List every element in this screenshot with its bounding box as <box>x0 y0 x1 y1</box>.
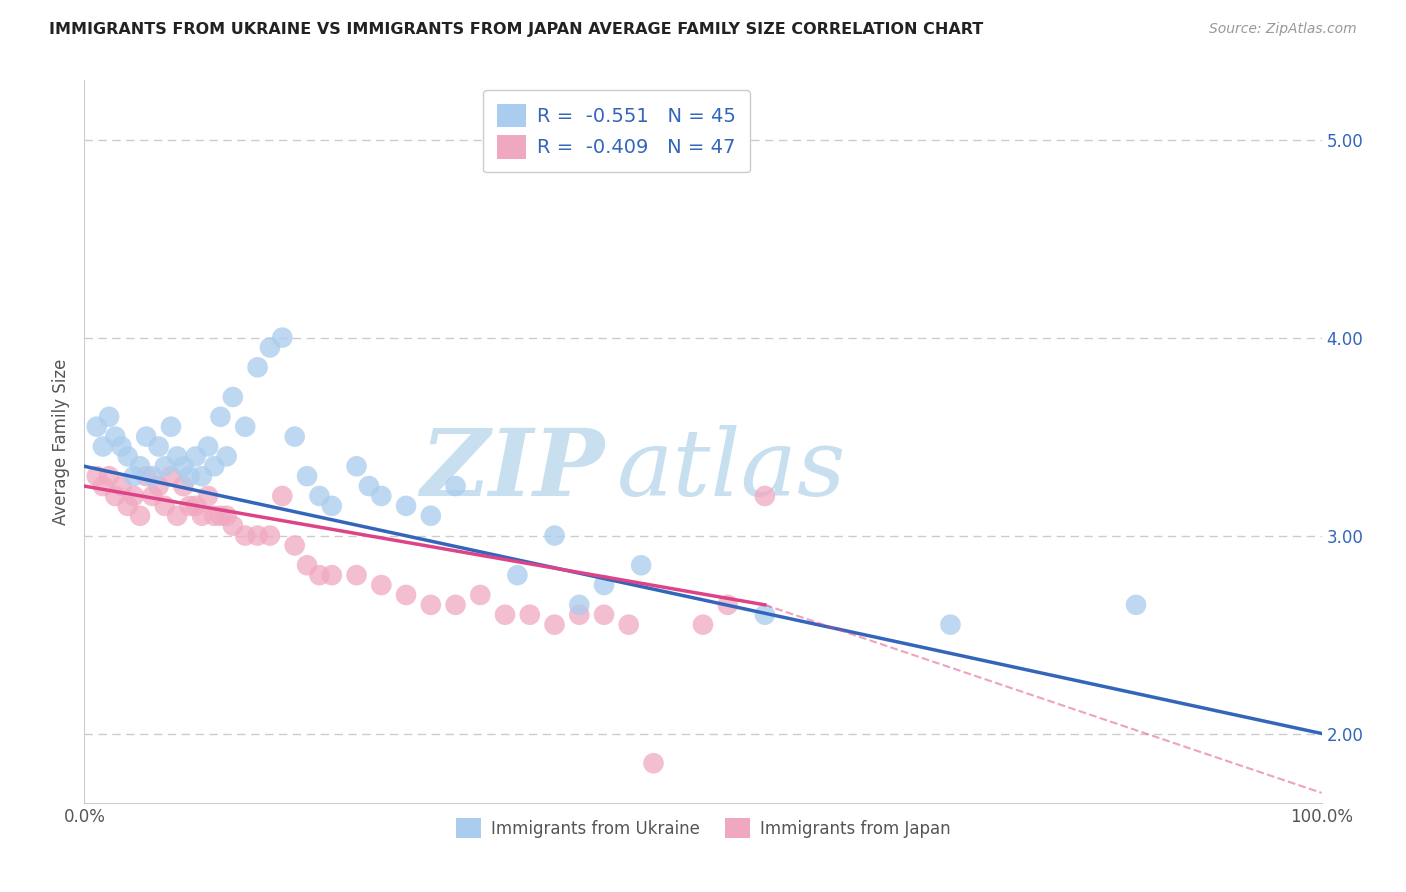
Point <box>321 499 343 513</box>
Point <box>419 508 441 523</box>
Text: IMMIGRANTS FROM UKRAINE VS IMMIGRANTS FROM JAPAN AVERAGE FAMILY SIZE CORRELATION: IMMIGRANTS FROM UKRAINE VS IMMIGRANTS FR… <box>49 22 983 37</box>
Point <box>197 440 219 454</box>
Point <box>543 528 565 542</box>
Point <box>153 459 176 474</box>
Point <box>617 617 640 632</box>
Point <box>419 598 441 612</box>
Point <box>184 450 207 464</box>
Point <box>271 489 294 503</box>
Point <box>395 499 418 513</box>
Point <box>444 598 467 612</box>
Point <box>939 617 962 632</box>
Point <box>321 568 343 582</box>
Point <box>117 499 139 513</box>
Point <box>98 409 121 424</box>
Point <box>197 489 219 503</box>
Point <box>191 469 214 483</box>
Point <box>202 508 225 523</box>
Point <box>630 558 652 573</box>
Point <box>470 588 492 602</box>
Point <box>184 499 207 513</box>
Point <box>122 469 145 483</box>
Point <box>271 330 294 344</box>
Point <box>122 489 145 503</box>
Point <box>506 568 529 582</box>
Point <box>129 459 152 474</box>
Point <box>370 578 392 592</box>
Point <box>444 479 467 493</box>
Point <box>172 459 194 474</box>
Point <box>129 508 152 523</box>
Point <box>104 429 127 443</box>
Point <box>295 469 318 483</box>
Point <box>568 598 591 612</box>
Point <box>86 419 108 434</box>
Point <box>370 489 392 503</box>
Point <box>86 469 108 483</box>
Point <box>395 588 418 602</box>
Point <box>233 419 256 434</box>
Legend: Immigrants from Ukraine, Immigrants from Japan: Immigrants from Ukraine, Immigrants from… <box>449 812 957 845</box>
Point <box>117 450 139 464</box>
Point <box>357 479 380 493</box>
Point <box>215 508 238 523</box>
Point <box>308 489 330 503</box>
Point <box>91 479 114 493</box>
Point <box>160 469 183 483</box>
Point <box>295 558 318 573</box>
Point <box>91 440 114 454</box>
Point <box>246 528 269 542</box>
Y-axis label: Average Family Size: Average Family Size <box>52 359 70 524</box>
Point <box>135 469 157 483</box>
Point <box>179 499 201 513</box>
Point <box>202 459 225 474</box>
Point <box>233 528 256 542</box>
Point <box>160 419 183 434</box>
Point <box>494 607 516 622</box>
Point <box>519 607 541 622</box>
Point <box>1125 598 1147 612</box>
Point <box>284 429 307 443</box>
Point <box>172 479 194 493</box>
Point <box>209 508 232 523</box>
Point <box>166 508 188 523</box>
Text: Source: ZipAtlas.com: Source: ZipAtlas.com <box>1209 22 1357 37</box>
Point <box>643 756 665 771</box>
Point <box>110 440 132 454</box>
Point <box>543 617 565 632</box>
Point <box>148 440 170 454</box>
Point <box>166 450 188 464</box>
Point <box>110 479 132 493</box>
Point <box>135 429 157 443</box>
Point <box>346 459 368 474</box>
Point <box>246 360 269 375</box>
Text: ZIP: ZIP <box>420 425 605 516</box>
Point <box>98 469 121 483</box>
Point <box>692 617 714 632</box>
Point <box>179 469 201 483</box>
Point <box>222 390 245 404</box>
Point <box>308 568 330 582</box>
Point <box>754 489 776 503</box>
Point <box>141 469 163 483</box>
Point <box>153 499 176 513</box>
Point <box>215 450 238 464</box>
Point <box>593 578 616 592</box>
Text: atlas: atlas <box>616 425 846 516</box>
Point <box>141 489 163 503</box>
Point <box>259 341 281 355</box>
Point <box>259 528 281 542</box>
Point <box>191 508 214 523</box>
Point <box>593 607 616 622</box>
Point <box>754 607 776 622</box>
Point <box>568 607 591 622</box>
Point <box>346 568 368 582</box>
Point <box>717 598 740 612</box>
Point <box>148 479 170 493</box>
Point <box>104 489 127 503</box>
Point <box>284 539 307 553</box>
Point <box>222 518 245 533</box>
Point <box>209 409 232 424</box>
